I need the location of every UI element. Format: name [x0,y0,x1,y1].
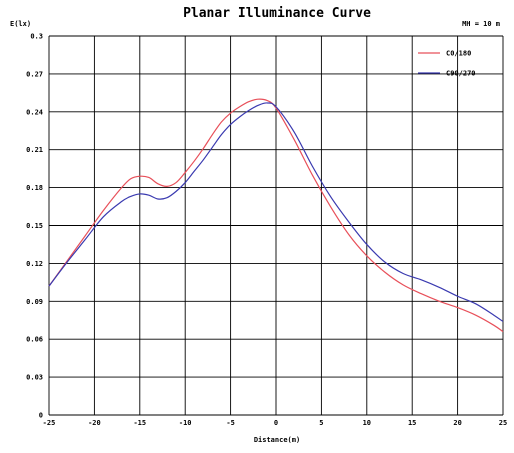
legend-label-1: C90/270 [446,70,476,78]
y-tick-label: 0.09 [26,298,43,306]
y-tick-label: 0.21 [26,146,43,154]
y-axis-label: E(lx) [10,20,31,28]
y-tick-label: 0 [39,412,43,420]
x-tick-label: 5 [319,419,323,427]
x-tick-label: 0 [274,419,278,427]
series-line-1 [48,102,504,323]
y-tick-label: 0.15 [26,222,43,230]
x-tick-label: 15 [408,419,416,427]
y-tick-label: 0.06 [26,336,43,344]
y-tick-label: 0.27 [26,70,43,78]
y-tick-label: 0.03 [26,374,43,382]
legend: C0/180 C90/270 [418,50,476,78]
y-tick-label: 0.18 [26,184,43,192]
x-tick-label: -25 [43,419,56,427]
y-tick-label: 0.3 [30,33,43,41]
legend-label-0: C0/180 [446,50,471,58]
x-tick-label: 20 [453,419,461,427]
x-tick-label: -15 [133,419,146,427]
y-tick-label: 0.24 [26,108,43,116]
y-tick-label: 0.12 [26,260,43,268]
x-tick-label: 25 [499,419,507,427]
tick-labels: -25 -20 -15 -10 -5 0 5 10 15 20 25 0 0.03 0.06 0.09 0.1… [26,33,507,428]
x-tick-label: -20 [88,419,101,427]
mounting-height-annotation: MH = 10 m [462,20,500,28]
x-tick-label: 10 [363,419,371,427]
x-tick-label: -5 [226,419,234,427]
series-lines [48,98,504,333]
x-axis-label: Distance(m) [254,436,300,444]
series-line-0 [48,98,504,333]
x-tick-label: -10 [179,419,192,427]
chart-title: Planar Illuminance Curve [183,6,371,21]
grid [48,35,504,416]
